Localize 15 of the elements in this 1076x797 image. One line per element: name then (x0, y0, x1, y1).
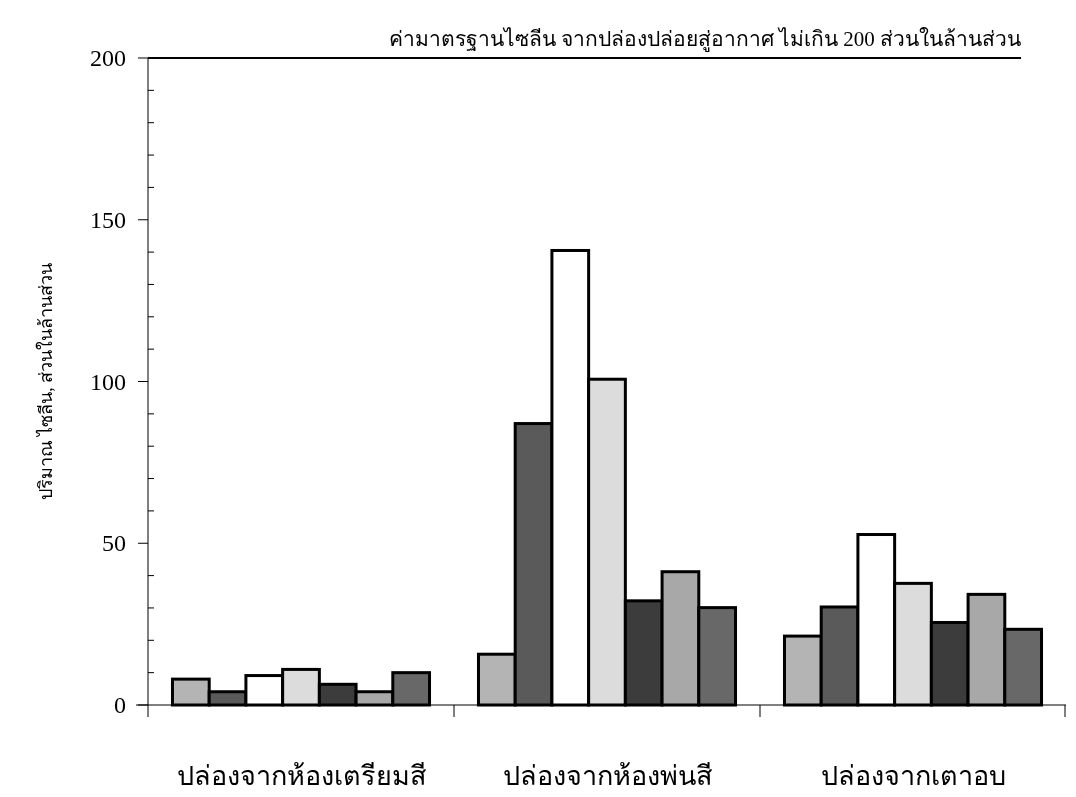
y-tick-label: 100 (90, 368, 126, 395)
y-tick-label: 0 (114, 692, 126, 718)
y-tick: 0 (114, 692, 149, 718)
y-tick: 150 (90, 206, 149, 233)
x-tick-label: ปล่องจากห้องพ่นสี (502, 761, 712, 791)
y-axis-title: ปริมาณ ไซลีน, ส่วนในล้านส่วน (35, 262, 56, 501)
ref-line-label: ค่ามาตรฐานไซลีน จากปล่องปล่อยสู่อากาศ ไม่เกิน 200 ส่วนในล้านส่วน (388, 27, 1021, 52)
y-tick: 50 (102, 530, 149, 557)
x-tick-label: ปล่องจากเตาอบ (820, 761, 1006, 791)
y-tick: 100 (90, 368, 149, 395)
y-tick-label: 200 (90, 45, 126, 71)
x-tick-label: ปล่องจากห้องเตรียมสี (176, 761, 426, 791)
y-tick: 200 (90, 45, 149, 71)
y-tick-label: 150 (90, 206, 126, 233)
y-tick-label: 50 (102, 530, 126, 557)
